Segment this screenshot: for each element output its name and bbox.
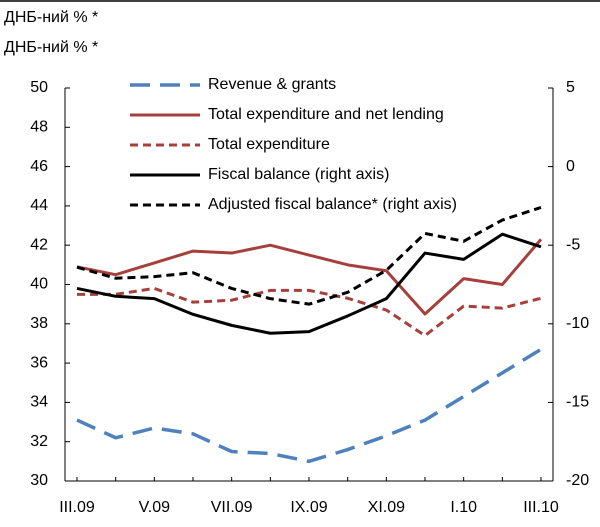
y-tick-label: 50 (30, 79, 48, 96)
y-tick-label: 38 (30, 315, 48, 332)
x-tick-label: VII.09 (211, 499, 253, 516)
x-tick-label: XI.09 (368, 499, 405, 516)
x-tick-label: I.10 (450, 499, 477, 516)
y2-tick-label: 5 (566, 79, 575, 96)
y-tick-label: 40 (30, 276, 48, 293)
y2-tick-label: -20 (566, 472, 589, 489)
chart-subtitle: ДНБ-ний % * (4, 39, 98, 56)
y2-tick-label: -15 (566, 394, 589, 411)
y-tick-label: 30 (30, 472, 48, 489)
y2-tick-label: -5 (566, 236, 580, 253)
series-line (76, 238, 543, 316)
legend-label: Adjusted fiscal balance* (right axis) (208, 196, 457, 213)
x-tick-label: V.09 (139, 499, 171, 516)
y2-tick-label: -10 (566, 315, 589, 332)
y-tick-label: 34 (30, 394, 48, 411)
legend-label: Total expenditure and net lending (208, 106, 444, 123)
legend-label: Revenue & grants (208, 76, 336, 93)
series-line (76, 206, 542, 306)
y-tick-label: 36 (30, 354, 48, 371)
x-tick-label: III.10 (523, 499, 559, 516)
y-tick-label: 42 (30, 236, 48, 253)
series-line (76, 347, 542, 464)
y-tick-label: 48 (30, 119, 48, 136)
legend-label: Total expenditure (208, 136, 330, 153)
x-tick-label: IX.09 (290, 499, 327, 516)
series-line (76, 232, 542, 335)
x-tick-label: III.09 (59, 499, 95, 516)
legend-label: Fiscal balance (right axis) (208, 166, 389, 183)
y-tick-label: 46 (30, 158, 48, 175)
y-tick-label: 44 (30, 197, 48, 214)
y-tick-label: 32 (30, 433, 48, 450)
y2-tick-label: 0 (566, 158, 575, 175)
series-line (77, 286, 542, 338)
chart-title: ДНБ-ний % * (4, 9, 98, 26)
